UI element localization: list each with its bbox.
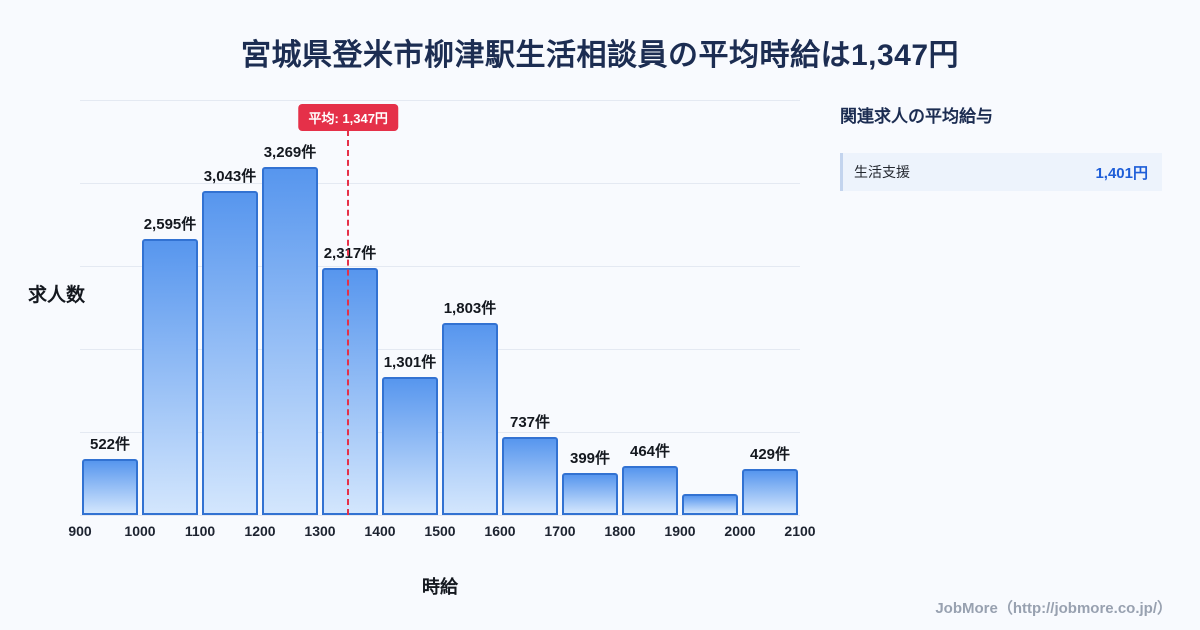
x-tick-label: 1400: [364, 523, 396, 539]
x-tick-label: 1600: [484, 523, 516, 539]
x-axis-label: 時給: [422, 577, 458, 597]
histogram-bar: [622, 465, 678, 515]
bar-slot: 3,043件: [200, 100, 260, 515]
x-tick-label: 1900: [664, 523, 696, 539]
bar-slot: 429件: [740, 100, 800, 515]
histogram-chart: 522件 2,595件 3,043件 3,269件 2,317件 1,301件 1,803件…: [68, 100, 816, 597]
histogram-bar: [502, 436, 558, 515]
histogram-bar: [562, 472, 618, 515]
x-tick-label: 2000: [724, 523, 756, 539]
x-tick-label: 1100: [184, 523, 216, 539]
related-job-row: 生活支援 1,401円: [840, 153, 1162, 191]
bar-slot: 3,269件: [260, 100, 320, 515]
bar-value-label: 1,803件: [443, 300, 497, 318]
gridline: [80, 100, 800, 101]
related-jobs-heading: 関連求人の平均給与: [840, 107, 993, 126]
histogram-bar: [322, 268, 378, 515]
related-job-value: 1,401円: [1095, 164, 1148, 182]
x-tick-label: 1300: [304, 523, 336, 539]
bar-slot: 464件: [620, 100, 680, 515]
gridline: [80, 183, 800, 184]
gridline: [80, 432, 800, 433]
bar-value-label: 3,043件: [203, 168, 257, 186]
bar-value-label: 464件: [629, 442, 671, 460]
average-badge: 平均: 1,347円: [298, 104, 398, 131]
bar-value-label: 399件: [569, 449, 611, 467]
histogram-bar: [202, 191, 258, 515]
gridline: [80, 266, 800, 267]
x-tick-label: 900: [68, 523, 92, 539]
histogram-bar: [382, 376, 438, 515]
bar-slot: 1,803件: [440, 100, 500, 515]
x-tick-label: 1200: [244, 523, 276, 539]
bar-value-label: 522件: [89, 436, 131, 454]
bar-value-label: 3,269件: [263, 144, 317, 162]
y-axis-label: 求人数: [28, 285, 86, 306]
bars-layer: 522件 2,595件 3,043件 3,269件 2,317件 1,301件 1,803件…: [80, 100, 800, 515]
bar-slot: [680, 100, 740, 515]
page-title: 宮城県登米市柳津駅生活相談員の平均時給は1,347円: [240, 39, 960, 72]
histogram-bar: [742, 469, 798, 515]
x-tick-label: 1800: [604, 523, 636, 539]
bar-slot: 522件: [80, 100, 140, 515]
x-tick-label: 1000: [124, 523, 156, 539]
bar-slot: 399件: [560, 100, 620, 515]
x-tick-label: 1500: [424, 523, 456, 539]
bar-value-label: 737件: [509, 413, 551, 431]
bar-slot: 2,595件: [140, 100, 200, 515]
bar-value-label: 1,301件: [383, 353, 437, 371]
related-jobs-panel: 関連求人の平均給与 生活支援 1,401円: [840, 100, 1162, 191]
bar-slot: 2,317件: [320, 100, 380, 515]
gridline: [80, 515, 800, 516]
histogram-bar: [262, 167, 318, 515]
x-tick-label: 1700: [544, 523, 576, 539]
bar-value-label: 429件: [749, 446, 791, 464]
bar-value-label: 2,317件: [323, 245, 377, 263]
histogram-bar: [442, 323, 498, 515]
histogram-bar: [682, 493, 738, 515]
related-job-label: 生活支援: [854, 164, 910, 180]
average-dashed-line: [347, 130, 350, 515]
histogram-bar: [142, 238, 198, 515]
bar-slot: 737件: [500, 100, 560, 515]
x-axis-ticks: 900 1000 1100 1200 1300 1400 1500 1600 1700 1800 1…: [68, 515, 815, 539]
histogram-bar: [82, 459, 138, 515]
gridline: [80, 349, 800, 350]
bar-value-label: 2,595件: [143, 215, 197, 233]
x-tick-label: 2100: [784, 523, 816, 539]
source-credit: JobMore（http://jobmore.co.jp/）: [935, 600, 1172, 617]
bar-slot: 1,301件: [380, 100, 440, 515]
